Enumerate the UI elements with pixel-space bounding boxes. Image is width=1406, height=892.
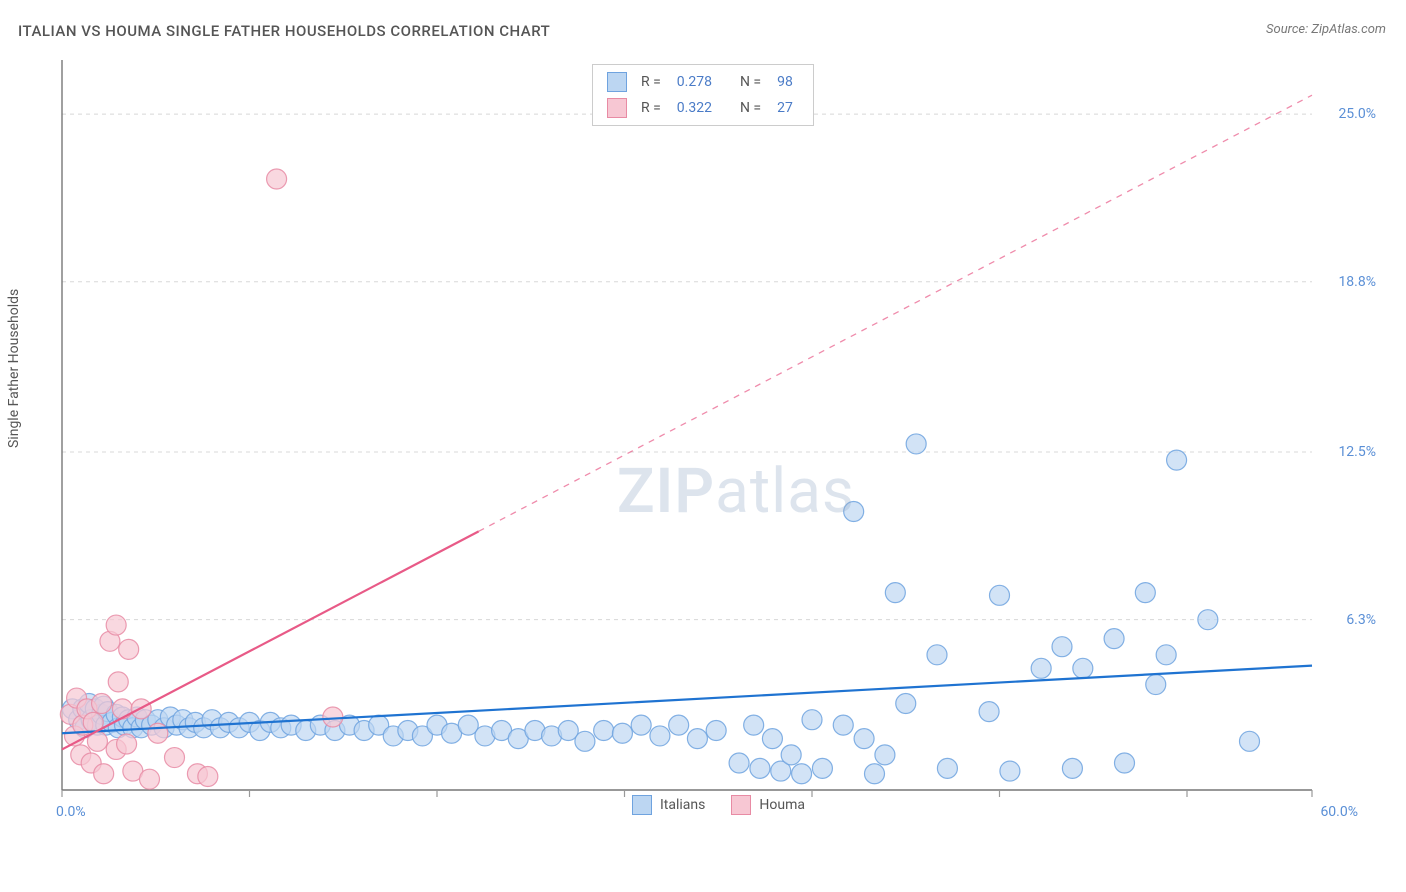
stats-row: R = 0.322 N = 27 [593,95,813,121]
legend-swatch [632,795,652,815]
y-tick-label: 25.0% [1338,106,1376,122]
stat-n-value: 98 [777,74,793,90]
legend-label: Houma [759,797,805,813]
y-tick-label: 6.3% [1346,612,1376,628]
stat-r-label: R = [641,74,661,90]
stat-r-value: 0.322 [677,100,712,116]
chart-title: ITALIAN VS HOUMA SINGLE FATHER HOUSEHOLD… [18,22,550,40]
y-axis-label: Single Father Households [6,289,22,448]
series-legend: Italians Houma [632,795,805,815]
plot-svg [52,60,1382,830]
legend-label: Italians [660,797,705,813]
stat-n-value: 27 [777,100,793,116]
stat-r-label: R = [641,100,661,116]
x-min-label: 0.0% [56,804,86,820]
y-tick-label: 12.5% [1338,444,1376,460]
scatter-plot: ZIPatlas R =0.278N =98R =0.322N =27 Ital… [52,60,1382,830]
stat-n-label: N = [740,74,761,90]
stats-row: R = 0.278 N = 98 [593,69,813,95]
legend-swatch [607,98,627,118]
source-attribution: Source: ZipAtlas.com [1266,22,1386,37]
stat-n-label: N = [740,100,761,116]
stat-r-value: 0.278 [677,74,712,90]
legend-swatch [731,795,751,815]
correlation-stats-box: R = 0.278 N = 98 R = 0.322 N = 27 [592,64,814,126]
x-max-label: 60.0% [1320,804,1358,820]
legend-swatch [607,72,627,92]
y-tick-label: 18.8% [1338,274,1376,290]
legend-item: Houma [731,795,805,815]
legend-item: Italians [632,795,705,815]
